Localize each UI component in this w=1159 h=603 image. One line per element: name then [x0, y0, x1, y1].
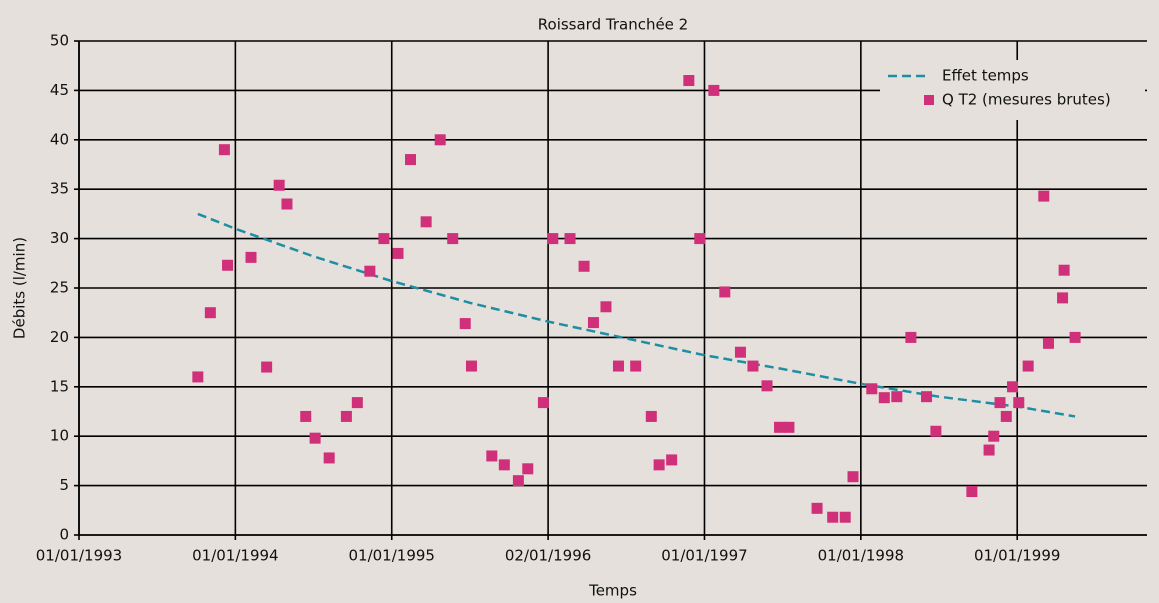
data-point	[694, 233, 706, 245]
data-point	[708, 84, 720, 96]
data-point	[459, 318, 471, 330]
data-point	[486, 450, 498, 462]
data-point	[522, 463, 534, 475]
data-point	[1069, 331, 1081, 343]
data-point	[666, 454, 678, 466]
data-point	[465, 360, 477, 372]
y-tick-label: 35	[50, 180, 69, 198]
y-tick-label: 15	[50, 377, 69, 395]
x-tick-label: 01/01/1993	[36, 547, 122, 565]
data-point	[309, 432, 321, 444]
x-tick-label: 01/01/1994	[192, 547, 278, 565]
data-point	[351, 397, 363, 409]
x-tick-label: 01/01/1999	[974, 547, 1060, 565]
data-point	[921, 391, 933, 403]
data-point	[827, 511, 839, 523]
legend-label: Q T2 (mesures brutes)	[942, 91, 1111, 109]
data-point	[1057, 292, 1069, 304]
data-point	[734, 346, 746, 358]
x-tick-label: 01/01/1995	[349, 547, 435, 565]
data-point	[323, 452, 335, 464]
data-point	[1058, 264, 1070, 276]
data-point	[994, 397, 1006, 409]
data-point	[761, 380, 773, 392]
x-tick-label: 01/01/1998	[818, 547, 904, 565]
data-point	[392, 247, 404, 259]
data-point	[1042, 337, 1054, 349]
data-point	[719, 286, 731, 298]
x-axis-label: Temps	[588, 582, 637, 600]
data-point	[983, 444, 995, 456]
data-point	[774, 421, 786, 433]
data-point	[1007, 381, 1019, 393]
data-point	[930, 425, 942, 437]
data-point	[447, 233, 459, 245]
data-point	[537, 397, 549, 409]
data-point	[578, 260, 590, 272]
data-point	[204, 307, 216, 319]
data-point	[1038, 190, 1050, 202]
data-point	[630, 360, 642, 372]
data-point	[988, 430, 1000, 442]
data-point	[866, 383, 878, 395]
data-point	[847, 471, 859, 483]
data-point	[878, 392, 890, 404]
data-point	[966, 486, 978, 498]
y-tick-label: 40	[50, 130, 69, 148]
data-point	[811, 502, 823, 514]
y-tick-label: 25	[50, 279, 69, 297]
legend-swatch	[924, 95, 934, 105]
data-point	[245, 251, 257, 263]
data-point	[420, 216, 432, 228]
legend-label: Effet temps	[942, 67, 1029, 85]
data-point	[222, 259, 234, 271]
x-tick-label: 02/01/1996	[505, 547, 591, 565]
data-point	[192, 371, 204, 383]
data-point	[891, 391, 903, 403]
data-point	[547, 233, 559, 245]
data-point	[340, 410, 352, 422]
data-point	[273, 179, 285, 191]
y-tick-label: 0	[59, 526, 69, 544]
y-tick-label: 10	[50, 427, 69, 445]
x-tick-label: 01/01/1997	[661, 547, 747, 565]
data-point	[498, 459, 510, 471]
data-point	[261, 361, 273, 373]
legend-box	[880, 60, 1145, 120]
y-tick-label: 20	[50, 328, 69, 346]
trend-line	[197, 212, 1076, 418]
data-point	[300, 410, 312, 422]
y-axis-label: Débits (l/min)	[11, 237, 29, 339]
data-point	[1000, 410, 1012, 422]
data-point	[434, 134, 446, 146]
data-point	[512, 475, 524, 487]
data-point	[839, 511, 851, 523]
data-point	[783, 421, 795, 433]
data-point	[645, 410, 657, 422]
data-point	[612, 360, 624, 372]
y-tick-label: 45	[50, 81, 69, 99]
data-point	[564, 233, 576, 245]
data-point	[683, 75, 695, 87]
data-point	[218, 144, 230, 156]
data-point	[364, 265, 376, 277]
data-point	[378, 233, 390, 245]
data-point	[405, 154, 417, 166]
data-point	[281, 198, 293, 210]
y-tick-label: 5	[59, 476, 69, 494]
data-point	[1013, 397, 1025, 409]
data-point	[1022, 360, 1034, 372]
data-point	[600, 301, 612, 313]
data-point	[747, 360, 759, 372]
data-point	[905, 331, 917, 343]
data-point	[653, 459, 665, 471]
data-point	[587, 317, 599, 329]
chart-title: Roissard Tranchée 2	[538, 16, 688, 34]
y-tick-label: 30	[50, 229, 69, 247]
y-tick-label: 50	[50, 32, 69, 50]
